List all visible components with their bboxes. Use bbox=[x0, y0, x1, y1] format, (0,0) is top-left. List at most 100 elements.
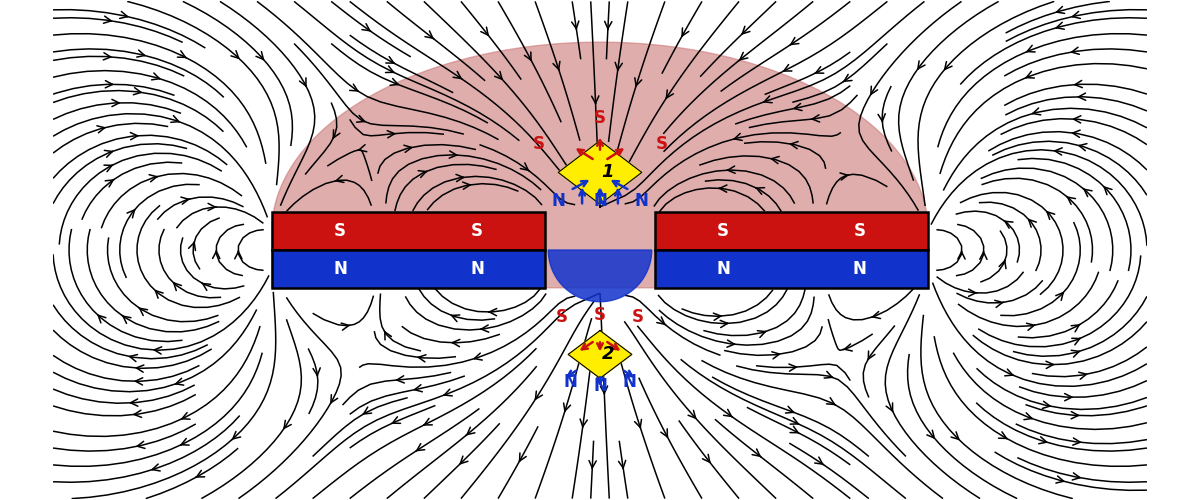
FancyArrowPatch shape bbox=[724, 410, 732, 417]
FancyArrowPatch shape bbox=[727, 166, 736, 173]
FancyArrowPatch shape bbox=[827, 398, 835, 405]
Text: S: S bbox=[594, 306, 606, 324]
FancyArrowPatch shape bbox=[1072, 412, 1079, 419]
FancyArrowPatch shape bbox=[130, 354, 138, 362]
FancyArrowPatch shape bbox=[1056, 476, 1064, 483]
FancyArrowPatch shape bbox=[734, 134, 743, 140]
FancyArrowPatch shape bbox=[1055, 148, 1062, 155]
FancyArrowPatch shape bbox=[341, 323, 350, 330]
FancyArrowPatch shape bbox=[170, 116, 179, 122]
FancyArrowPatch shape bbox=[362, 407, 372, 414]
Text: S: S bbox=[655, 134, 667, 152]
FancyArrowPatch shape bbox=[1104, 187, 1112, 194]
FancyArrowPatch shape bbox=[1000, 260, 1006, 268]
FancyArrowPatch shape bbox=[742, 26, 750, 34]
FancyArrowPatch shape bbox=[995, 300, 1004, 308]
Text: S: S bbox=[594, 108, 606, 126]
FancyArrowPatch shape bbox=[635, 78, 642, 86]
FancyArrowPatch shape bbox=[451, 315, 460, 322]
FancyArrowPatch shape bbox=[131, 132, 138, 140]
FancyArrowPatch shape bbox=[466, 427, 475, 436]
FancyArrowPatch shape bbox=[1028, 220, 1037, 227]
FancyArrowPatch shape bbox=[196, 470, 205, 478]
FancyArrowPatch shape bbox=[1075, 80, 1082, 87]
FancyArrowPatch shape bbox=[719, 185, 727, 192]
FancyArrowPatch shape bbox=[1073, 12, 1080, 18]
FancyArrowPatch shape bbox=[688, 410, 696, 418]
FancyArrowPatch shape bbox=[256, 52, 264, 60]
FancyArrowPatch shape bbox=[188, 242, 196, 250]
FancyArrowPatch shape bbox=[844, 74, 852, 82]
FancyArrowPatch shape bbox=[772, 352, 780, 359]
Text: S: S bbox=[335, 222, 347, 240]
FancyArrowPatch shape bbox=[918, 61, 925, 69]
FancyArrowPatch shape bbox=[97, 126, 104, 133]
Text: N: N bbox=[593, 192, 607, 210]
FancyArrowPatch shape bbox=[772, 156, 779, 164]
Text: N: N bbox=[853, 260, 866, 278]
FancyArrowPatch shape bbox=[390, 78, 398, 86]
FancyArrowPatch shape bbox=[122, 316, 131, 324]
FancyArrowPatch shape bbox=[103, 52, 110, 60]
FancyArrowPatch shape bbox=[618, 460, 625, 468]
FancyBboxPatch shape bbox=[272, 212, 545, 250]
FancyArrowPatch shape bbox=[181, 412, 190, 419]
FancyArrowPatch shape bbox=[230, 50, 239, 58]
FancyArrowPatch shape bbox=[335, 176, 344, 182]
FancyArrowPatch shape bbox=[414, 384, 422, 392]
FancyArrowPatch shape bbox=[1046, 361, 1054, 368]
FancyArrowPatch shape bbox=[1072, 47, 1079, 54]
FancyArrowPatch shape bbox=[811, 115, 820, 122]
FancyArrowPatch shape bbox=[1073, 130, 1080, 138]
FancyArrowPatch shape bbox=[419, 355, 426, 362]
FancyArrowPatch shape bbox=[786, 406, 794, 413]
FancyArrowPatch shape bbox=[605, 22, 612, 30]
Text: N: N bbox=[334, 260, 347, 278]
FancyArrowPatch shape bbox=[871, 86, 877, 94]
FancyArrowPatch shape bbox=[720, 320, 728, 328]
FancyArrowPatch shape bbox=[1026, 72, 1034, 78]
FancyArrowPatch shape bbox=[1056, 6, 1064, 14]
FancyArrowPatch shape bbox=[178, 51, 186, 58]
FancyArrowPatch shape bbox=[682, 28, 689, 36]
FancyArrowPatch shape bbox=[815, 66, 823, 73]
FancyArrowPatch shape bbox=[1074, 116, 1081, 123]
Text: S: S bbox=[557, 308, 569, 326]
FancyArrowPatch shape bbox=[106, 180, 114, 187]
FancyArrowPatch shape bbox=[386, 56, 395, 64]
FancyArrowPatch shape bbox=[313, 368, 320, 376]
FancyArrowPatch shape bbox=[494, 72, 503, 80]
FancyArrowPatch shape bbox=[174, 283, 181, 290]
FancyArrowPatch shape bbox=[824, 372, 833, 378]
FancyArrowPatch shape bbox=[1079, 93, 1086, 100]
FancyArrowPatch shape bbox=[232, 432, 241, 440]
FancyArrowPatch shape bbox=[449, 151, 457, 158]
FancyArrowPatch shape bbox=[739, 52, 748, 60]
FancyArrowPatch shape bbox=[784, 64, 792, 71]
FancyArrowPatch shape bbox=[790, 418, 799, 424]
FancyArrowPatch shape bbox=[878, 114, 886, 122]
FancyArrowPatch shape bbox=[131, 399, 138, 406]
FancyArrowPatch shape bbox=[136, 378, 143, 385]
Text: N: N bbox=[593, 377, 607, 395]
FancyArrowPatch shape bbox=[1046, 212, 1055, 220]
FancyArrowPatch shape bbox=[358, 144, 367, 152]
FancyArrowPatch shape bbox=[571, 21, 578, 29]
FancyArrowPatch shape bbox=[155, 290, 163, 298]
FancyArrowPatch shape bbox=[415, 444, 425, 451]
FancyArrowPatch shape bbox=[152, 464, 160, 471]
FancyArrowPatch shape bbox=[968, 289, 977, 296]
Polygon shape bbox=[548, 250, 652, 302]
FancyArrowPatch shape bbox=[600, 386, 607, 394]
FancyArrowPatch shape bbox=[463, 182, 470, 189]
FancyArrowPatch shape bbox=[564, 403, 570, 411]
FancyArrowPatch shape bbox=[666, 90, 673, 98]
FancyArrowPatch shape bbox=[208, 204, 217, 210]
FancyArrowPatch shape bbox=[998, 432, 1007, 439]
FancyArrowPatch shape bbox=[474, 353, 482, 360]
FancyArrowPatch shape bbox=[138, 308, 148, 316]
FancyArrowPatch shape bbox=[137, 50, 145, 57]
FancyArrowPatch shape bbox=[727, 340, 734, 347]
FancyArrowPatch shape bbox=[524, 52, 532, 60]
FancyArrowPatch shape bbox=[98, 315, 106, 323]
